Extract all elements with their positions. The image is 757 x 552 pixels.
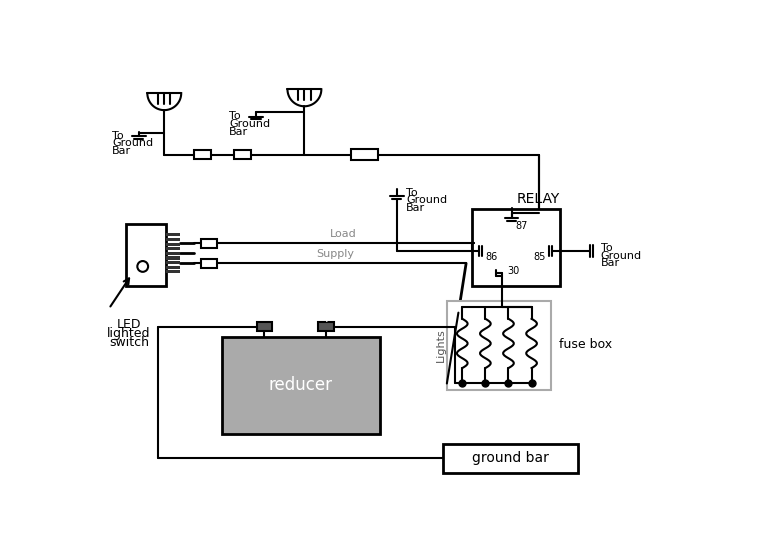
Text: To: To: [601, 243, 612, 253]
Text: RELAY: RELAY: [517, 193, 560, 206]
Bar: [166, 266, 179, 269]
Text: lighted: lighted: [107, 327, 151, 340]
Bar: [222, 337, 380, 433]
Text: 30: 30: [507, 266, 519, 276]
Text: Ground: Ground: [112, 138, 153, 148]
Text: Bar: Bar: [601, 258, 620, 268]
Text: 86: 86: [485, 252, 497, 262]
Text: Ground: Ground: [406, 195, 447, 205]
Bar: [166, 242, 179, 246]
Bar: [350, 150, 378, 160]
Bar: [195, 150, 211, 160]
Text: 87: 87: [516, 221, 528, 231]
Text: LED: LED: [117, 318, 141, 331]
Text: +: +: [320, 311, 332, 325]
Text: Load: Load: [329, 229, 357, 239]
Text: switch: switch: [109, 336, 149, 349]
Text: To: To: [112, 130, 123, 141]
Text: -: -: [262, 311, 266, 325]
Bar: [166, 247, 179, 250]
Text: ground bar: ground bar: [472, 451, 548, 465]
Text: Lights: Lights: [436, 328, 446, 362]
Bar: [201, 259, 217, 268]
Bar: [318, 322, 334, 331]
Bar: [447, 301, 551, 390]
Text: Ground: Ground: [229, 119, 270, 129]
Bar: [166, 261, 179, 264]
Bar: [257, 322, 272, 331]
Text: Supply: Supply: [316, 249, 354, 259]
Text: Bar: Bar: [406, 203, 425, 213]
Bar: [166, 257, 179, 259]
Text: Ground: Ground: [601, 251, 642, 261]
Text: Bar: Bar: [229, 127, 248, 137]
Text: reducer: reducer: [269, 376, 332, 394]
Text: To: To: [406, 188, 418, 198]
Bar: [443, 444, 578, 473]
Bar: [166, 270, 179, 273]
Bar: [234, 150, 251, 160]
Bar: [166, 233, 179, 236]
Bar: [166, 252, 179, 255]
Bar: [166, 238, 179, 241]
Text: To: To: [229, 112, 241, 121]
Text: Bar: Bar: [112, 146, 131, 156]
Bar: [472, 209, 560, 286]
Bar: [201, 238, 217, 248]
Text: 85: 85: [534, 252, 547, 262]
Bar: [126, 224, 166, 286]
Text: fuse box: fuse box: [559, 338, 612, 352]
